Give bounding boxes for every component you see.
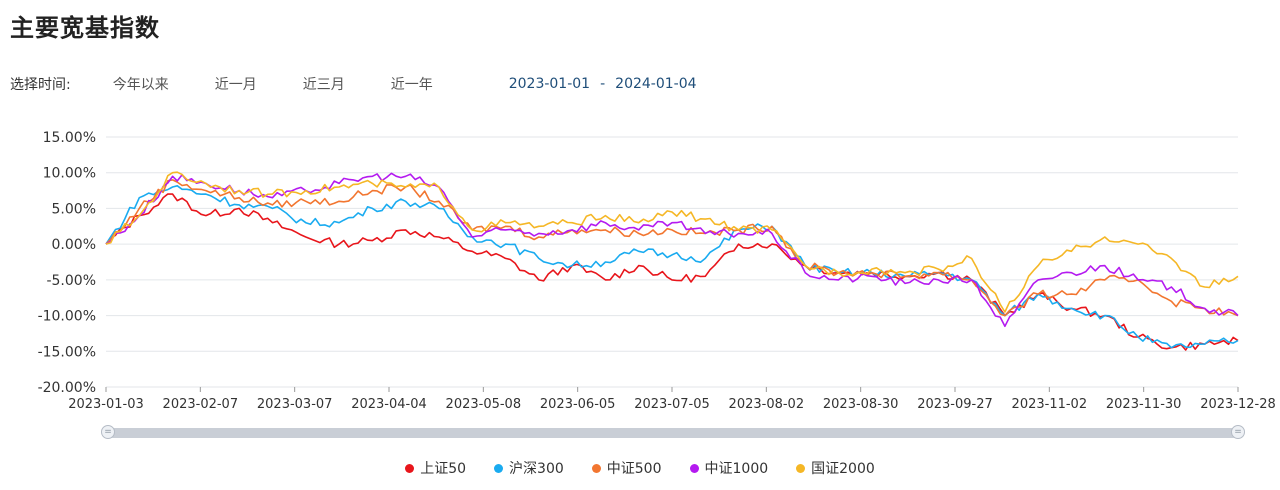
y-tick-label: 0.00% — [52, 237, 96, 253]
x-tick-label: 2023-02-07 — [163, 397, 239, 412]
series-line-5 — [105, 171, 1239, 313]
x-tick-label: 2023-06-05 — [540, 397, 616, 412]
x-tick-label: 2023-09-27 — [917, 397, 993, 412]
legend-dot — [591, 463, 601, 473]
zoom-slider-track[interactable] — [108, 428, 1238, 438]
line-chart: 15.00% 10.00% 5.00% 0.00% -5.00% -10.00% -15.0… — [38, 130, 1276, 412]
range-3m-button[interactable]: 近三月 — [302, 77, 345, 93]
legend-label: 上证50 — [420, 461, 467, 477]
date-range[interactable]: 2023-01-01-2024-01-04 — [509, 76, 697, 92]
legend-dot — [494, 463, 504, 473]
y-tick-label: -10.00% — [38, 309, 96, 325]
x-tick-label: 2023-01-03 — [68, 397, 144, 412]
date-separator: - — [600, 76, 606, 92]
zoom-slider-right-handle[interactable]: = — [1231, 425, 1245, 439]
x-tick-label: 2023-11-30 — [1106, 397, 1182, 412]
legend-item[interactable]: 沪深300 — [494, 458, 564, 478]
time-filter-label: 选择时间: — [10, 77, 71, 93]
range-1m-button[interactable]: 近一月 — [214, 77, 257, 93]
x-tick-label: 2023-04-04 — [351, 397, 427, 412]
legend-item[interactable]: 中证1000 — [689, 458, 769, 478]
legend-dot — [796, 463, 806, 473]
legend-dot — [405, 463, 415, 473]
legend-item[interactable]: 上证50 — [405, 458, 466, 478]
x-tick-label: 2023-08-30 — [823, 397, 899, 412]
range-ytd-button[interactable]: 今年以来 — [112, 77, 169, 93]
y-tick-label: 5.00% — [52, 201, 96, 217]
series-line-4 — [105, 172, 1239, 328]
x-tick-label: 2023-03-07 — [257, 397, 333, 412]
range-1y-button[interactable]: 近一年 — [390, 77, 433, 93]
legend-dot — [689, 463, 699, 473]
legend-label: 沪深300 — [509, 461, 564, 477]
time-filter-bar: 选择时间: 今年以来 近一月 近三月 近一年 2023-01-01-2024-0… — [10, 72, 697, 96]
legend-label: 中证500 — [606, 461, 662, 477]
y-tick-label: -5.00% — [46, 273, 96, 289]
y-tick-label: 10.00% — [43, 166, 96, 182]
series-line-2 — [105, 185, 1239, 349]
y-tick-label: -20.00% — [38, 380, 96, 396]
y-tick-label: 15.00% — [43, 130, 96, 146]
x-tick-label: 2023-05-08 — [446, 397, 522, 412]
series-line-3 — [105, 179, 1239, 317]
legend-item[interactable]: 国证2000 — [796, 458, 875, 478]
x-tick-label: 2023-07-05 — [634, 397, 710, 412]
page-title: 主要宽基指数 — [10, 14, 160, 42]
legend-label: 中证1000 — [704, 461, 769, 477]
y-tick-label: -15.00% — [38, 344, 96, 360]
x-tick-label: 2023-08-02 — [729, 397, 805, 412]
legend-label: 国证2000 — [811, 461, 875, 477]
end-date[interactable]: 2024-01-04 — [615, 76, 697, 92]
x-tick-label: 2023-12-28 — [1200, 397, 1276, 412]
x-tick-label: 2023-11-02 — [1012, 397, 1088, 412]
legend-item[interactable]: 中证500 — [591, 458, 662, 478]
chart-legend: 上证50 沪深300 中证500 中证1000 国证2000 — [0, 458, 1280, 478]
zoom-slider-left-handle[interactable]: = — [101, 425, 115, 439]
start-date[interactable]: 2023-01-01 — [508, 76, 591, 92]
